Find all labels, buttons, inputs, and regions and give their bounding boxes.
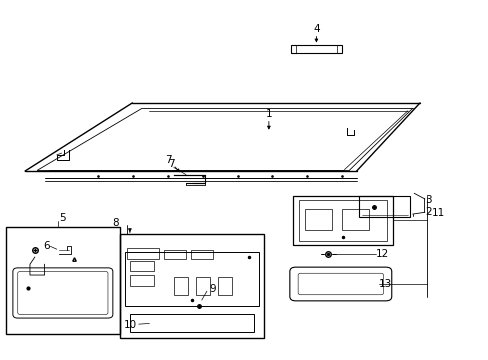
Bar (5, 226, 120, 334)
Text: 1: 1 (265, 109, 272, 129)
Bar (358, 196, 409, 217)
Text: 7: 7 (168, 159, 174, 169)
Text: 10: 10 (124, 320, 137, 330)
Text: 9: 9 (209, 284, 216, 294)
Bar (341, 209, 368, 230)
Text: 4: 4 (312, 24, 319, 42)
Bar (127, 248, 159, 259)
Text: 3: 3 (424, 195, 430, 205)
Text: 2: 2 (424, 207, 430, 217)
Text: 6: 6 (43, 241, 49, 251)
Text: 5: 5 (60, 213, 66, 222)
Bar (125, 252, 259, 306)
Bar (130, 275, 154, 286)
Bar (299, 200, 386, 241)
Bar (217, 277, 232, 295)
Bar (163, 250, 185, 259)
Bar (173, 277, 188, 295)
Text: 8: 8 (112, 218, 119, 228)
Text: 12: 12 (375, 248, 388, 258)
Text: 11: 11 (431, 208, 445, 218)
Bar (305, 209, 331, 230)
Bar (130, 315, 254, 332)
Bar (130, 261, 154, 271)
Bar (190, 250, 212, 259)
Bar (293, 196, 392, 244)
Text: 13: 13 (378, 279, 391, 289)
Bar (120, 234, 264, 338)
Bar (195, 277, 210, 295)
Text: 7: 7 (165, 155, 179, 172)
Bar (290, 45, 341, 53)
